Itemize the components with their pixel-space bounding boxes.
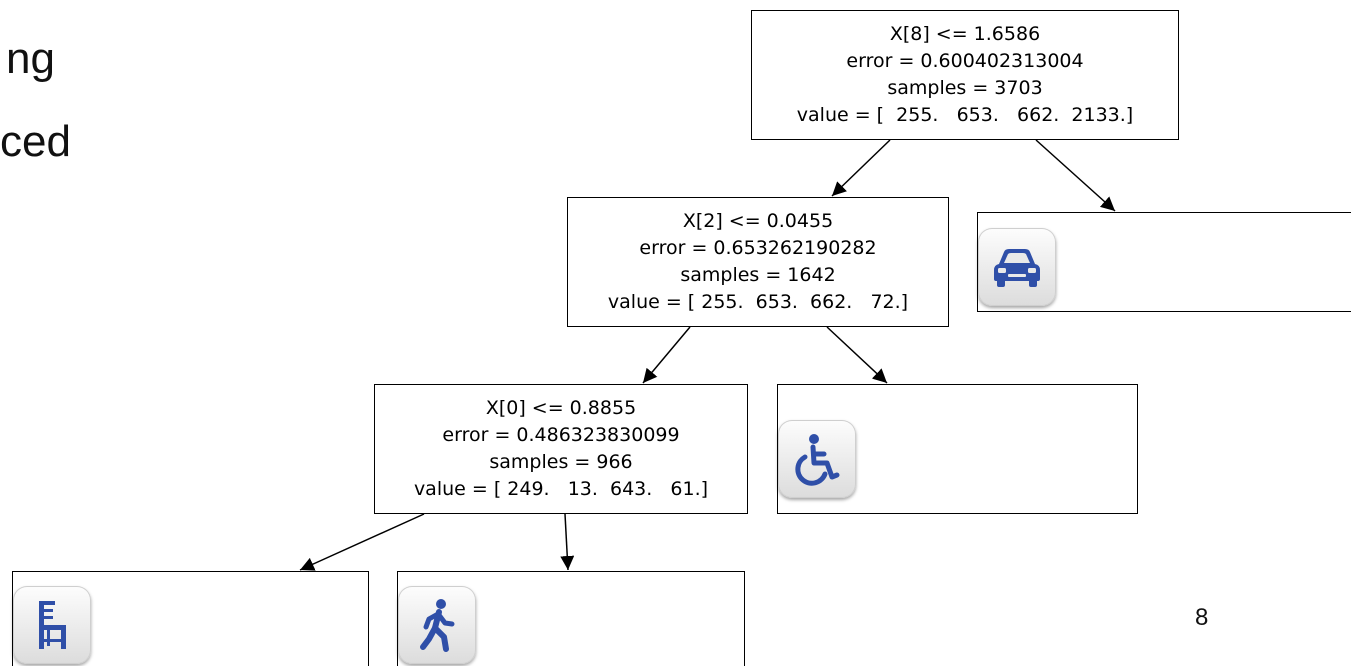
root-node: X[8] <= 1.6586 error = 0.600402313004 sa… bbox=[751, 10, 1179, 140]
background-text-line-1: ng bbox=[6, 34, 55, 83]
car-icon bbox=[978, 228, 1056, 306]
root-value: value = [ 255. 653. 662. 2133.] bbox=[796, 104, 1134, 126]
leaf-wheelchair bbox=[777, 384, 1138, 514]
edge-leftleft-walker bbox=[560, 513, 575, 571]
edge-root-car bbox=[1035, 139, 1116, 212]
node-left-split-condition: X[2] <= 0.0455 bbox=[682, 210, 834, 232]
walking-person-icon bbox=[398, 586, 476, 664]
edge-left-leftleft bbox=[642, 326, 691, 384]
edge-leftleft-chair bbox=[299, 513, 425, 571]
edge-left-wheelchair bbox=[826, 326, 888, 384]
node-left-left: X[0] <= 0.8855 error = 0.486323830099 sa… bbox=[374, 384, 748, 514]
root-samples: samples = 3703 bbox=[887, 77, 1043, 99]
node-left-left-samples: samples = 966 bbox=[489, 451, 633, 473]
root-split-condition: X[8] <= 1.6586 bbox=[889, 23, 1041, 45]
node-left-error: error = 0.653262190282 bbox=[639, 237, 877, 259]
node-left-left-error: error = 0.486323830099 bbox=[442, 424, 680, 446]
leaf-walking-person bbox=[397, 571, 745, 666]
page-number: 8 bbox=[1195, 604, 1209, 631]
leaf-car bbox=[977, 212, 1351, 312]
node-left: X[2] <= 0.0455 error = 0.653262190282 sa… bbox=[567, 197, 949, 327]
node-left-samples: samples = 1642 bbox=[680, 264, 836, 286]
node-left-value: value = [ 255. 653. 662. 72.] bbox=[607, 291, 909, 313]
background-text-line-2: ced bbox=[0, 117, 71, 166]
node-left-left-split-condition: X[0] <= 0.8855 bbox=[485, 397, 637, 419]
leaf-chair bbox=[12, 571, 369, 666]
wheelchair-icon bbox=[778, 420, 856, 498]
edge-root-left bbox=[831, 139, 891, 197]
root-error: error = 0.600402313004 bbox=[846, 50, 1084, 72]
node-left-left-value: value = [ 249. 13. 643. 61.] bbox=[413, 478, 709, 500]
chair-icon bbox=[13, 586, 91, 664]
